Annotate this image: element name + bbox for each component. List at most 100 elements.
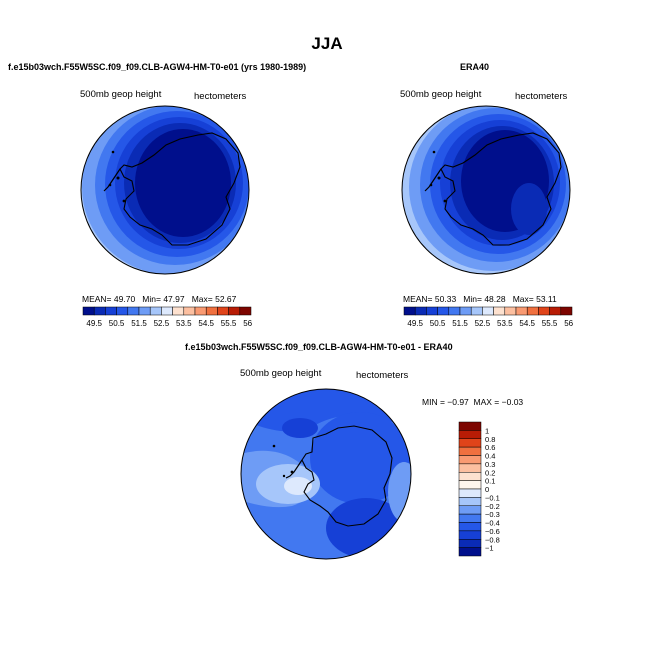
panel-3-colorbar-tick-label: 0	[485, 485, 489, 494]
panel-2-colorbar-swatch-11	[526, 306, 539, 316]
panel-2-min-value: 48.28	[484, 294, 506, 304]
panel-3-colorbar-tick-label: −0.4	[485, 519, 500, 528]
panel-2-colorbar-tick-label: 51.5	[452, 319, 468, 328]
panel-2-colorbar-swatch-6	[470, 306, 483, 316]
panel-3-colorbar-tick-label: 0.6	[485, 443, 495, 452]
panel-1-colorbar-swatch-10	[194, 306, 207, 316]
panel-1-colorbar-swatch-8	[172, 306, 185, 316]
panel-2-colorbar-tick-label: 56.5	[564, 319, 573, 328]
panel-3-colorbar-tick-label: −0.2	[485, 502, 500, 511]
panel-2-polar-map	[401, 105, 571, 275]
panel-3-colorbar-swatch-13	[458, 530, 482, 540]
panel-3-colorbar-tick-label: −1	[485, 544, 494, 553]
panel-1-mean-label: MEAN=	[82, 294, 112, 304]
panel-2-colorbar-swatch-4	[448, 306, 461, 316]
panel-3-colorbar-swatch-6	[458, 472, 482, 481]
panel-3-colorbar-swatch-7	[458, 480, 482, 490]
panel-3-colorbar-tick-label: 0.1	[485, 477, 495, 486]
panel-2-colorbar-swatch-0	[403, 306, 416, 316]
panel-2-colorbar-tick-label: 52.5	[475, 319, 491, 328]
panel-3-colorbar-swatch-15	[458, 547, 482, 557]
panel-1-colorbar-swatch-1	[93, 306, 106, 316]
panel-1-title: f.e15b03wch.F55W5SC.f09_f09.CLB-AGW4-HM-…	[8, 62, 307, 72]
panel-1-colorbar-swatch-11	[205, 306, 218, 316]
panel-1-colorbar-swatch-14	[239, 306, 252, 316]
panel-3-colorbar: 10.80.60.40.30.20.10−0.1−0.2−0.3−0.4−0.6…	[458, 421, 500, 557]
panel-1-min-label: Min=	[142, 294, 161, 304]
panel-3-colorbar-tick-label: 1	[485, 426, 489, 435]
main-title: JJA	[311, 34, 343, 53]
panel-3-colorbar-tick-label: −0.3	[485, 510, 500, 519]
panel-3-colorbar-tick-label: 0.4	[485, 452, 495, 461]
panel-3-min-label: MIN =	[422, 397, 445, 407]
panel-3-colorbar-tick-label: −0.6	[485, 527, 500, 536]
panel-2-colorbar-swatch-2	[426, 306, 438, 316]
panel-1-colorbar-tick-label: 53.5	[176, 319, 192, 328]
panel-1-colorbar-tick-label: 52.5	[154, 319, 170, 328]
panel-1-colorbar-swatch-12	[217, 306, 229, 316]
panel-2-colorbar-tick-label: 49.5	[407, 319, 423, 328]
panel-2-colorbar-tick-label: 54.5	[519, 319, 535, 328]
panel-3-min-value: −0.97	[447, 397, 469, 407]
panel-3-colorbar-tick-label: 0.8	[485, 435, 495, 444]
panel-3-colorbar-swatch-9	[458, 497, 482, 506]
panel-1-polar-map	[80, 105, 250, 275]
panel-1-colorbar: 49.5 50.5 51.5 52.5 53.5 54.5 55.5 56.5	[82, 306, 252, 328]
panel-2-colorbar-swatch-8	[493, 306, 506, 316]
panel-3-colorbar-swatch-3	[458, 446, 482, 456]
panel-1-colorbar-tick-label: 54.5	[198, 319, 214, 328]
panel-2-variable-label: 500mb geop height	[400, 89, 482, 100]
panel-2-colorbar-swatch-10	[515, 306, 528, 316]
panel-2-mean-value: 50.33	[434, 294, 457, 304]
panel-1-colorbar-tick-label: 56.5	[243, 319, 252, 328]
panel-1-variable-label: 500mb geop height	[80, 89, 162, 100]
panel-1-colorbar-swatch-6	[149, 306, 162, 316]
panel-3-colorbar-swatch-0	[458, 421, 482, 431]
panel-3-units-label: hectometers	[356, 370, 409, 381]
panel-1-colorbar-swatch-4	[127, 306, 140, 316]
panel-2-mean-label: MEAN=	[403, 294, 433, 304]
panel-1-colorbar-swatch-13	[228, 306, 241, 316]
panel-1-colorbar-swatch-2	[105, 306, 117, 316]
panel-1-min-value: 47.97	[163, 294, 185, 304]
panel-2-colorbar-swatch-9	[504, 306, 517, 316]
panel-2-colorbar-swatch-13	[549, 306, 562, 316]
panel-1-colorbar-tick-label: 49.5	[86, 319, 102, 328]
panel-2-colorbar-swatch-3	[437, 306, 450, 316]
panel-1-colorbar-swatch-9	[183, 306, 196, 316]
panel-2-colorbar-tick-label: 53.5	[497, 319, 513, 328]
panel-1-max-label: Max=	[191, 294, 213, 304]
panel-2-colorbar: 49.5 50.5 51.5 52.5 53.5 54.5 55.5 56.5	[403, 306, 573, 328]
panel-2-max-value: 53.11	[536, 294, 557, 304]
panel-1-colorbar-swatch-7	[161, 306, 173, 316]
panel-3-colorbar-swatch-14	[458, 539, 482, 548]
panel-2-min-label: Min=	[463, 294, 482, 304]
panel-2-colorbar-swatch-1	[414, 306, 427, 316]
panel-3-colorbar-swatch-10	[458, 505, 482, 515]
panel-1-stats: MEAN= 49.70 Min= 47.97 Max= 52.67	[82, 294, 236, 304]
panel-3-colorbar-tick-label: 0.2	[485, 468, 495, 477]
panel-3-colorbar-swatch-8	[458, 488, 482, 498]
panel-3-colorbar-swatch-11	[458, 513, 482, 523]
panel-2-stats: MEAN= 50.33 Min= 48.28 Max= 53.11	[403, 294, 557, 304]
panel-3-colorbar-tick-label: −0.1	[485, 493, 500, 502]
panel-3-colorbar-swatch-2	[458, 438, 482, 448]
panel-1-colorbar-swatch-5	[138, 306, 151, 316]
panel-1-colorbar-tick-label: 55.5	[221, 319, 237, 328]
panel-1-colorbar-swatch-3	[116, 306, 129, 316]
panel-2-colorbar-swatch-12	[538, 306, 550, 316]
panel-3-colorbar-tick-label: −0.8	[485, 535, 500, 544]
panel-3-max-label: MAX =	[473, 397, 500, 407]
panel-2-title: ERA40	[460, 62, 490, 72]
panel-3-max-value: −0.03	[501, 397, 524, 407]
panel-2-colorbar-swatch-7	[482, 306, 494, 316]
panel-3-stats: MIN = −0.97 MAX = −0.03	[422, 397, 523, 407]
panel-3-colorbar-swatch-12	[458, 522, 482, 532]
panel-2-colorbar-tick-label: 55.5	[542, 319, 558, 328]
panel-3-variable-label: 500mb geop height	[240, 368, 322, 379]
panel-3-title: f.e15b03wch.F55W5SC.f09_f09.CLB-AGW4-HM-…	[185, 342, 453, 352]
panel-1-colorbar-tick-label: 51.5	[131, 319, 147, 328]
panel-1-mean-value: 49.70	[113, 294, 136, 304]
panel-1-colorbar-swatch-0	[82, 306, 95, 316]
panel-2-colorbar-swatch-14	[560, 306, 573, 316]
